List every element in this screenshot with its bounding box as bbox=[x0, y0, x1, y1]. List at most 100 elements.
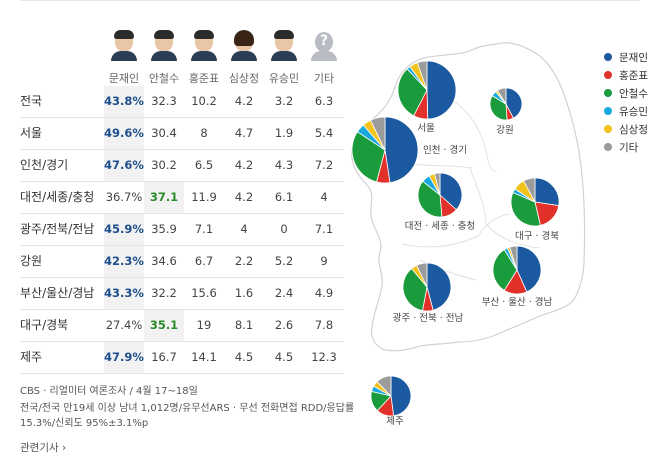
candidate-name: 심상정 bbox=[228, 72, 260, 85]
legend-swatch bbox=[604, 53, 612, 61]
value-cell: 5.4 bbox=[314, 126, 334, 140]
value-cell: 7.2 bbox=[314, 158, 334, 172]
value-cell: 34.6 bbox=[151, 254, 177, 268]
value-cell: 4 bbox=[320, 190, 328, 204]
pie-slice bbox=[534, 177, 560, 207]
pie-slice bbox=[492, 249, 518, 291]
value-cell: 4.7 bbox=[234, 126, 254, 140]
region-pie-label: 부산 · 울산 · 경남 bbox=[482, 296, 553, 308]
region-label: 서울 bbox=[20, 126, 43, 140]
pie-slice bbox=[370, 116, 386, 151]
value-cell: 35.1 bbox=[144, 310, 184, 341]
value-cell: 8.1 bbox=[234, 318, 254, 332]
pie-slice bbox=[489, 95, 508, 121]
legend-label: 안철수 bbox=[619, 88, 648, 100]
unknown-person-icon: ? bbox=[311, 30, 337, 61]
value-cell: 35.9 bbox=[151, 222, 177, 236]
candidate-photo bbox=[271, 30, 297, 61]
value-cell: 9 bbox=[320, 254, 328, 268]
pie-slice bbox=[505, 87, 523, 119]
value-cell: 6.5 bbox=[194, 158, 214, 172]
table-row: 서울 49.6% 30.4 8 4.7 1.9 5.4 bbox=[20, 118, 344, 150]
value-cell: 2.4 bbox=[274, 286, 294, 300]
pie-slice bbox=[496, 87, 507, 106]
pie-slice bbox=[376, 375, 392, 397]
region-pie-label: 강원 bbox=[496, 125, 513, 136]
value-cell: 47.9% bbox=[104, 342, 144, 373]
value-cell: 36.7% bbox=[105, 190, 143, 204]
pie-slice bbox=[509, 245, 518, 271]
legend-label: 심상정 bbox=[619, 124, 648, 136]
value-cell: 4.2 bbox=[234, 158, 254, 172]
value-cell: 12.3 bbox=[311, 350, 337, 364]
pie-slice bbox=[384, 116, 419, 184]
table-row: 부산/울산/경남 43.3% 32.2 15.6 1.6 2.4 4.9 bbox=[20, 278, 344, 310]
survey-confidence: 15.3%/신뢰도 95%±3.1%p bbox=[20, 418, 149, 429]
province-boundaries bbox=[395, 99, 541, 281]
value-cell: 43.3% bbox=[104, 278, 144, 309]
pie-slice bbox=[397, 68, 428, 117]
table-row: 전국 43.8% 32.3 10.2 4.2 3.2 6.3 bbox=[20, 86, 344, 118]
value-cell: 8 bbox=[200, 126, 208, 140]
value-cell: 30.2 bbox=[151, 158, 177, 172]
value-cell: 6.1 bbox=[274, 190, 294, 204]
pie-slice bbox=[426, 60, 457, 120]
value-cell: 2.6 bbox=[274, 318, 294, 332]
legend-swatch bbox=[604, 71, 612, 79]
value-cell: 4.3 bbox=[274, 158, 294, 172]
value-cell: 4.5 bbox=[234, 350, 254, 364]
value-cell: 6.7 bbox=[194, 254, 214, 268]
value-cell: 4.2 bbox=[234, 94, 254, 108]
candidate-photo bbox=[231, 30, 257, 61]
region-label: 제주 bbox=[20, 350, 43, 364]
value-cell: 30.4 bbox=[151, 126, 177, 140]
region-label: 전국 bbox=[20, 94, 43, 108]
survey-source: CBS · 리얼미터 여론조사 / 4월 17~18일 bbox=[20, 386, 198, 397]
value-cell: 45.9% bbox=[104, 214, 144, 245]
pie-slice bbox=[390, 375, 412, 417]
value-cell: 0 bbox=[280, 222, 288, 236]
candidate-header: 안철수 bbox=[144, 30, 184, 86]
legend-label: 홍준표 bbox=[619, 70, 648, 82]
table-row: 대구/경북 27.4% 35.1 19 8.1 2.6 7.8 bbox=[20, 310, 344, 342]
legend-swatch bbox=[604, 143, 612, 151]
value-cell: 7.8 bbox=[314, 318, 334, 332]
table-row: 강원 42.3% 34.6 6.7 2.2 5.2 9 bbox=[20, 246, 344, 278]
value-cell: 11.9 bbox=[191, 190, 217, 204]
legend-label: 기타 bbox=[619, 142, 639, 154]
pie-slice bbox=[523, 177, 536, 203]
table-row: 제주 47.9% 16.7 14.1 4.5 4.5 12.3 bbox=[20, 342, 344, 374]
pie-slice bbox=[402, 268, 428, 312]
value-cell: 49.6% bbox=[104, 118, 144, 149]
candidate-name: 유승민 bbox=[268, 72, 300, 85]
value-cell: 14.1 bbox=[191, 350, 217, 364]
pie-slice bbox=[417, 180, 443, 218]
candidate-header: ? 기타 bbox=[304, 30, 344, 86]
table-row: 대전/세종/충청 36.7% 37.1 11.9 4.2 6.1 4 bbox=[20, 182, 344, 214]
value-cell: 2.2 bbox=[234, 254, 254, 268]
legend-swatch bbox=[604, 107, 612, 115]
value-cell: 1.6 bbox=[234, 286, 254, 300]
region-label: 대구/경북 bbox=[20, 318, 69, 332]
legend-swatch bbox=[604, 125, 612, 133]
pie-slice bbox=[510, 191, 541, 227]
value-cell: 37.1 bbox=[144, 182, 184, 213]
value-cell: 7.1 bbox=[194, 222, 214, 236]
region-pie-label: 서울 bbox=[417, 123, 435, 134]
region-pie-label: 대전 · 세종 · 충청 bbox=[405, 221, 476, 232]
related-articles-link[interactable]: 관련기사 › bbox=[20, 442, 67, 454]
pie-slice bbox=[416, 60, 428, 91]
value-cell: 4 bbox=[240, 222, 248, 236]
pie-slice bbox=[416, 262, 428, 288]
region-pie-label: 제주 bbox=[386, 416, 404, 427]
value-cell: 32.3 bbox=[151, 94, 177, 108]
value-cell: 47.6% bbox=[104, 150, 144, 181]
value-cell: 6.3 bbox=[314, 94, 334, 108]
table-row: 광주/전북/전남 45.9% 35.9 7.1 4 0 7.1 bbox=[20, 214, 344, 246]
value-cell: 5.2 bbox=[274, 254, 294, 268]
candidate-photo bbox=[111, 30, 137, 61]
candidate-name: 문재인 bbox=[108, 72, 140, 85]
value-cell: 19 bbox=[196, 318, 212, 332]
region-label: 부산/울산/경남 bbox=[20, 286, 95, 300]
